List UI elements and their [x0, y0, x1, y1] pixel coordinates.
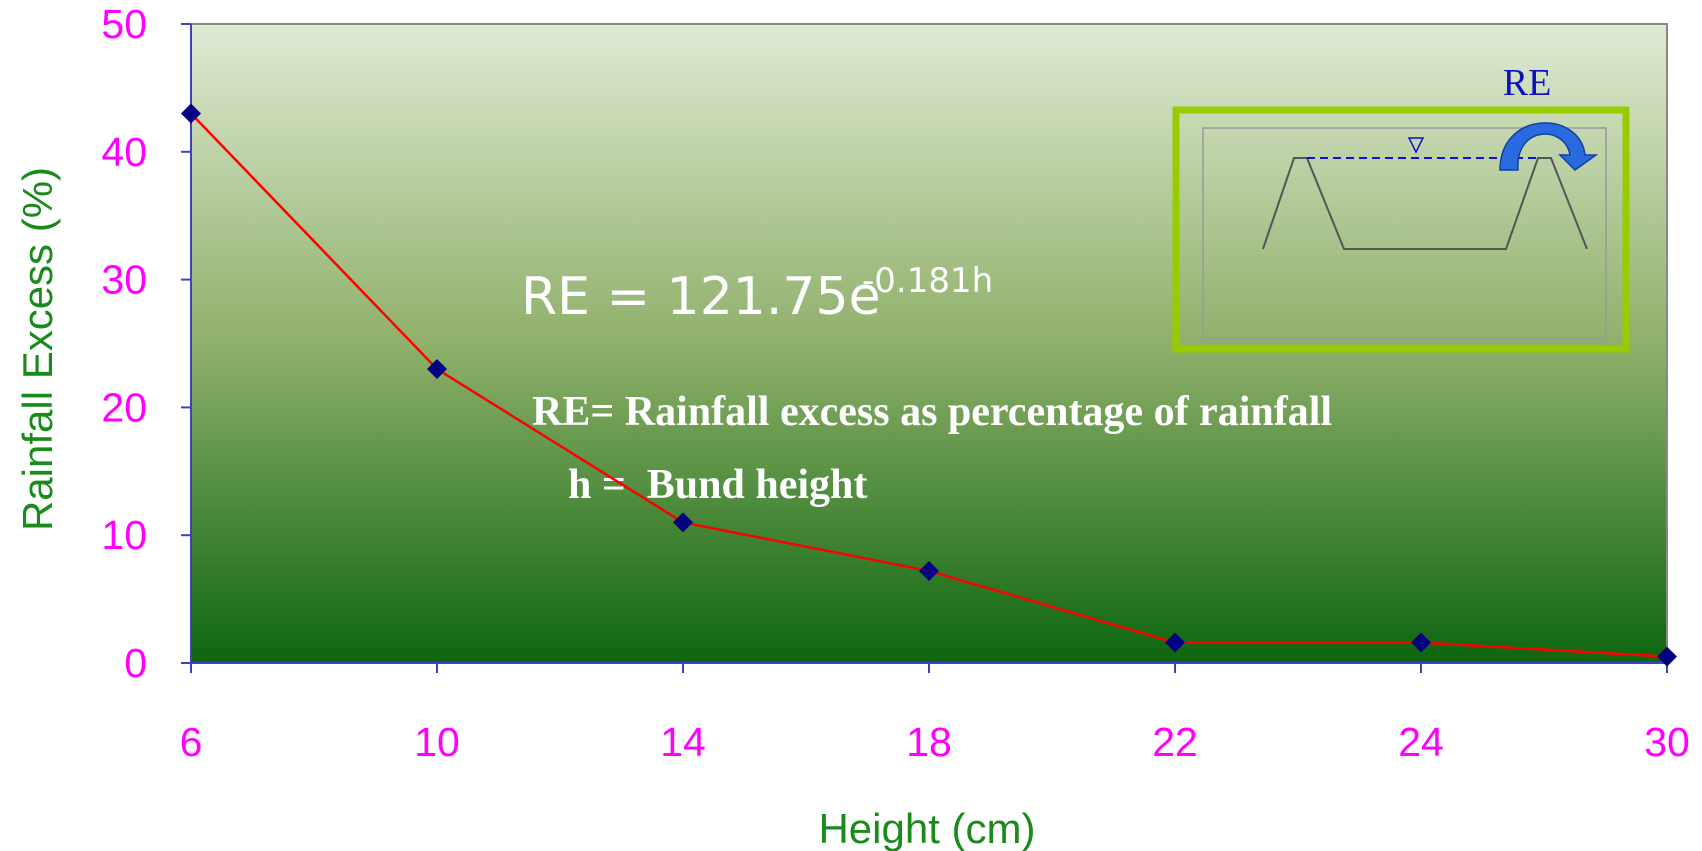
equation-exponent: -0.181h: [862, 261, 993, 301]
definition: RE= Rainfall excess as percentage of rai…: [532, 389, 1332, 435]
data-point: [673, 512, 693, 533]
data-point: [1657, 646, 1677, 667]
y-tick-label: 40: [101, 129, 147, 175]
data-point: [919, 560, 939, 581]
inset-frame: [1172, 106, 1630, 353]
x-tick-label: 18: [906, 719, 952, 765]
y-tick-label: 10: [101, 512, 147, 558]
bund-profile: [1262, 157, 1588, 250]
x-tick-label: 30: [1644, 719, 1690, 765]
x-axis-title: Height (cm): [818, 805, 1035, 851]
equation: RE = 121.75e: [521, 267, 881, 327]
y-axis-title: Rainfall Excess (%): [14, 167, 61, 531]
x-tick-label: 10: [414, 719, 460, 765]
overflow-arrow: [1499, 122, 1599, 171]
x-tick-label: 24: [1398, 719, 1444, 765]
data-point: [427, 359, 447, 380]
y-tick-label: 20: [101, 384, 147, 430]
inset-label: RE: [1503, 62, 1552, 104]
x-tick-label: 14: [660, 719, 706, 765]
data-point: [181, 103, 201, 124]
inset-diagram: RE: [1172, 62, 1630, 353]
x-tick-label: 6: [180, 719, 203, 765]
y-tick-label: 0: [124, 640, 147, 686]
y-tick-label: 50: [101, 1, 147, 47]
data-point: [1411, 632, 1431, 653]
inset-inner: [1202, 127, 1607, 340]
y-tick-label: 30: [101, 257, 147, 303]
plot-area: [190, 23, 1668, 664]
x-tick-label: 22: [1152, 719, 1198, 765]
definition: h = Bund height: [568, 462, 867, 508]
water-symbol: [1407, 137, 1425, 154]
data-point: [1165, 632, 1185, 653]
